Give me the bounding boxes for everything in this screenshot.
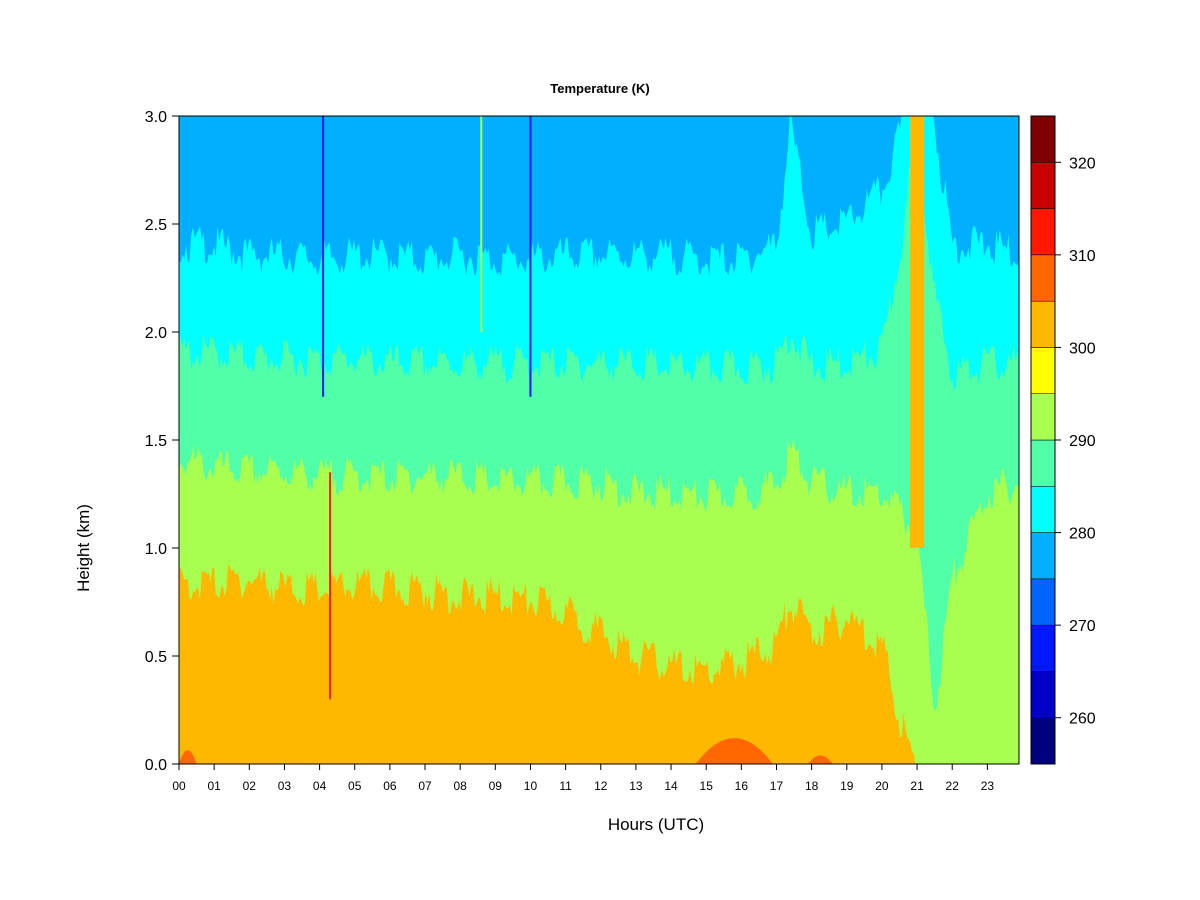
colorbar: 260 270 280 290 300 310 320 bbox=[1030, 115, 1096, 765]
colorbar-tick-label: 310 bbox=[1069, 248, 1096, 265]
x-tick-label: 01 bbox=[207, 779, 221, 793]
colorbar-swatch bbox=[1030, 393, 1056, 441]
y-axis-label: Height (km) bbox=[74, 504, 93, 592]
colorbar-swatch bbox=[1030, 671, 1056, 718]
colorbar-tick-label: 300 bbox=[1069, 340, 1096, 357]
x-tick-label: 23 bbox=[981, 779, 995, 793]
colorbar-swatch bbox=[1030, 300, 1056, 348]
x-tick-label: 12 bbox=[594, 779, 608, 793]
colorbar-swatch bbox=[1030, 532, 1056, 580]
warm-patch-2 bbox=[808, 755, 833, 764]
y-tick-label: 1.5 bbox=[145, 433, 167, 450]
colorbar-tick-label: 290 bbox=[1069, 433, 1096, 450]
x-tick-label: 18 bbox=[805, 779, 819, 793]
x-tick-label: 06 bbox=[383, 779, 397, 793]
x-tick-label: 20 bbox=[875, 779, 889, 793]
x-tick-label: 09 bbox=[489, 779, 503, 793]
colorbar-swatch bbox=[1030, 578, 1056, 626]
x-tick-label: 04 bbox=[313, 779, 327, 793]
heatmap-field bbox=[179, 116, 1019, 764]
x-tick-label: 16 bbox=[735, 779, 749, 793]
y-axis: 0.0 0.5 1.0 1.5 2.0 2.5 3.0 bbox=[145, 109, 179, 774]
x-tick-label: 08 bbox=[453, 779, 467, 793]
x-axis-label: Hours (UTC) bbox=[608, 815, 704, 834]
x-tick-label: 15 bbox=[700, 779, 714, 793]
colorbar-tick-label: 270 bbox=[1069, 618, 1096, 635]
x-tick-label: 21 bbox=[910, 779, 924, 793]
x-axis: 00 01 02 03 04 05 06 07 08 09 10 11 12 13 14 15 16 17 18 19… bbox=[172, 764, 994, 793]
x-tick-label: 10 bbox=[524, 779, 538, 793]
colorbar-swatch bbox=[1030, 115, 1056, 163]
x-tick-label: 11 bbox=[559, 779, 572, 793]
colorbar-tick-label: 280 bbox=[1069, 526, 1096, 543]
x-tick-label: 14 bbox=[664, 779, 678, 793]
colorbar-swatch bbox=[1030, 439, 1056, 487]
x-tick-label: 02 bbox=[243, 779, 257, 793]
y-tick-label: 1.0 bbox=[145, 541, 167, 558]
x-tick-label: 05 bbox=[348, 779, 362, 793]
warm-patch-0 bbox=[695, 738, 773, 764]
warm-patch-1 bbox=[179, 750, 197, 764]
colorbar-swatch bbox=[1030, 717, 1056, 765]
colorbar-swatch bbox=[1030, 347, 1056, 394]
y-tick-label: 2.5 bbox=[145, 217, 167, 234]
colorbar-tick-label: 320 bbox=[1069, 155, 1096, 172]
y-tick-label: 0.0 bbox=[145, 757, 167, 774]
colorbar-swatch bbox=[1030, 624, 1056, 672]
colorbar-swatch bbox=[1030, 486, 1056, 533]
x-tick-label: 00 bbox=[172, 779, 186, 793]
colorbar-swatch bbox=[1030, 162, 1056, 209]
x-tick-label: 03 bbox=[278, 779, 292, 793]
y-tick-label: 2.0 bbox=[145, 325, 167, 342]
x-tick-label: 22 bbox=[946, 779, 960, 793]
colorbar-swatch bbox=[1030, 254, 1056, 302]
x-tick-label: 17 bbox=[770, 779, 784, 793]
x-tick-label: 19 bbox=[840, 779, 854, 793]
warm-patch-3 bbox=[910, 116, 925, 548]
x-tick-label: 07 bbox=[418, 779, 432, 793]
band-295-300-as-yellow bbox=[179, 564, 1019, 764]
colorbar-tick-label: 260 bbox=[1069, 711, 1096, 728]
x-tick-label: 13 bbox=[629, 779, 643, 793]
y-tick-label: 0.5 bbox=[145, 649, 167, 666]
colorbar-swatch bbox=[1030, 208, 1056, 256]
chart-title: Temperature (K) bbox=[550, 81, 649, 96]
y-tick-label: 3.0 bbox=[145, 109, 167, 126]
